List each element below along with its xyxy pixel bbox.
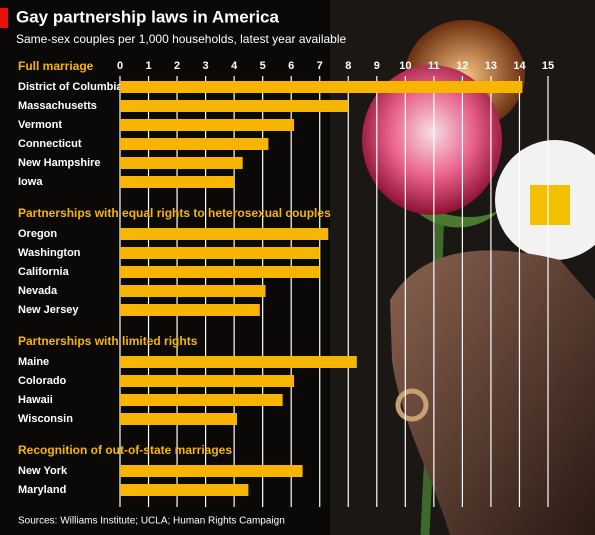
- group-header: Partnerships with equal rights to hetero…: [18, 206, 331, 220]
- source-note: Sources: Williams Institute; UCLA; Human…: [18, 516, 285, 527]
- y-tick-label: Hawaii: [18, 394, 53, 406]
- x-tick-label: 5: [260, 60, 266, 72]
- x-tick-label: 9: [374, 60, 380, 72]
- bar: [120, 228, 329, 240]
- x-tick-label: 8: [345, 60, 351, 72]
- x-tick-label: 11: [428, 60, 440, 72]
- y-tick-label: Oregon: [18, 228, 57, 240]
- y-tick-label: Connecticut: [18, 138, 82, 150]
- group-header: Full marriage: [18, 59, 94, 73]
- y-tick-label: California: [18, 266, 70, 278]
- x-tick-label: 3: [203, 60, 209, 72]
- bar: [120, 247, 320, 259]
- x-tick-label: 10: [399, 60, 411, 72]
- bar: [120, 375, 295, 387]
- x-tick-label: 0: [117, 60, 123, 72]
- y-tick-label: Vermont: [18, 119, 62, 131]
- y-tick-label: District of Columbia: [18, 81, 123, 93]
- x-tick-label: 6: [288, 60, 294, 72]
- x-tick-label: 15: [542, 60, 554, 72]
- y-tick-label: New Hampshire: [18, 157, 101, 169]
- group-header: Partnerships with limited rights: [18, 334, 198, 348]
- bar: [120, 81, 523, 93]
- x-tick-label: 4: [231, 60, 238, 72]
- x-tick-label: 7: [317, 60, 323, 72]
- bar: [120, 304, 260, 316]
- y-tick-label: Colorado: [18, 375, 67, 387]
- group-header: Recognition of out-of-state marriages: [18, 443, 232, 457]
- x-tick-label: 14: [513, 60, 526, 72]
- bar: [120, 157, 243, 169]
- bar: [120, 413, 237, 425]
- bar: [120, 285, 266, 297]
- y-tick-label: Nevada: [18, 285, 58, 297]
- bar: [120, 119, 295, 131]
- y-tick-label: Washington: [18, 247, 81, 259]
- title-marker: [0, 8, 8, 28]
- y-tick-label: Iowa: [18, 176, 43, 188]
- chart-title: Gay partnership laws in America: [16, 7, 280, 26]
- bar: [120, 176, 235, 188]
- bar: [120, 465, 303, 477]
- x-tick-label: 13: [485, 60, 497, 72]
- y-tick-label: Wisconsin: [18, 413, 73, 425]
- plot-area: Full marriage District of Columbia Massach…: [18, 59, 523, 496]
- y-tick-label: New York: [18, 465, 68, 477]
- bar: [120, 356, 357, 368]
- y-tick-label: Maryland: [18, 484, 66, 496]
- y-tick-label: Massachusetts: [18, 100, 97, 112]
- chart-subtitle: Same-sex couples per 1,000 households, l…: [16, 32, 347, 46]
- bar: [120, 100, 349, 112]
- bar: [120, 266, 320, 278]
- bar: [120, 484, 249, 496]
- x-tick-label: 2: [174, 60, 180, 72]
- y-tick-label: New Jersey: [18, 304, 79, 316]
- x-tick-label: 12: [456, 60, 468, 72]
- y-tick-label: Maine: [18, 356, 49, 368]
- x-tick-label: 1: [145, 60, 151, 72]
- bar: [120, 138, 269, 150]
- bar: [120, 394, 283, 406]
